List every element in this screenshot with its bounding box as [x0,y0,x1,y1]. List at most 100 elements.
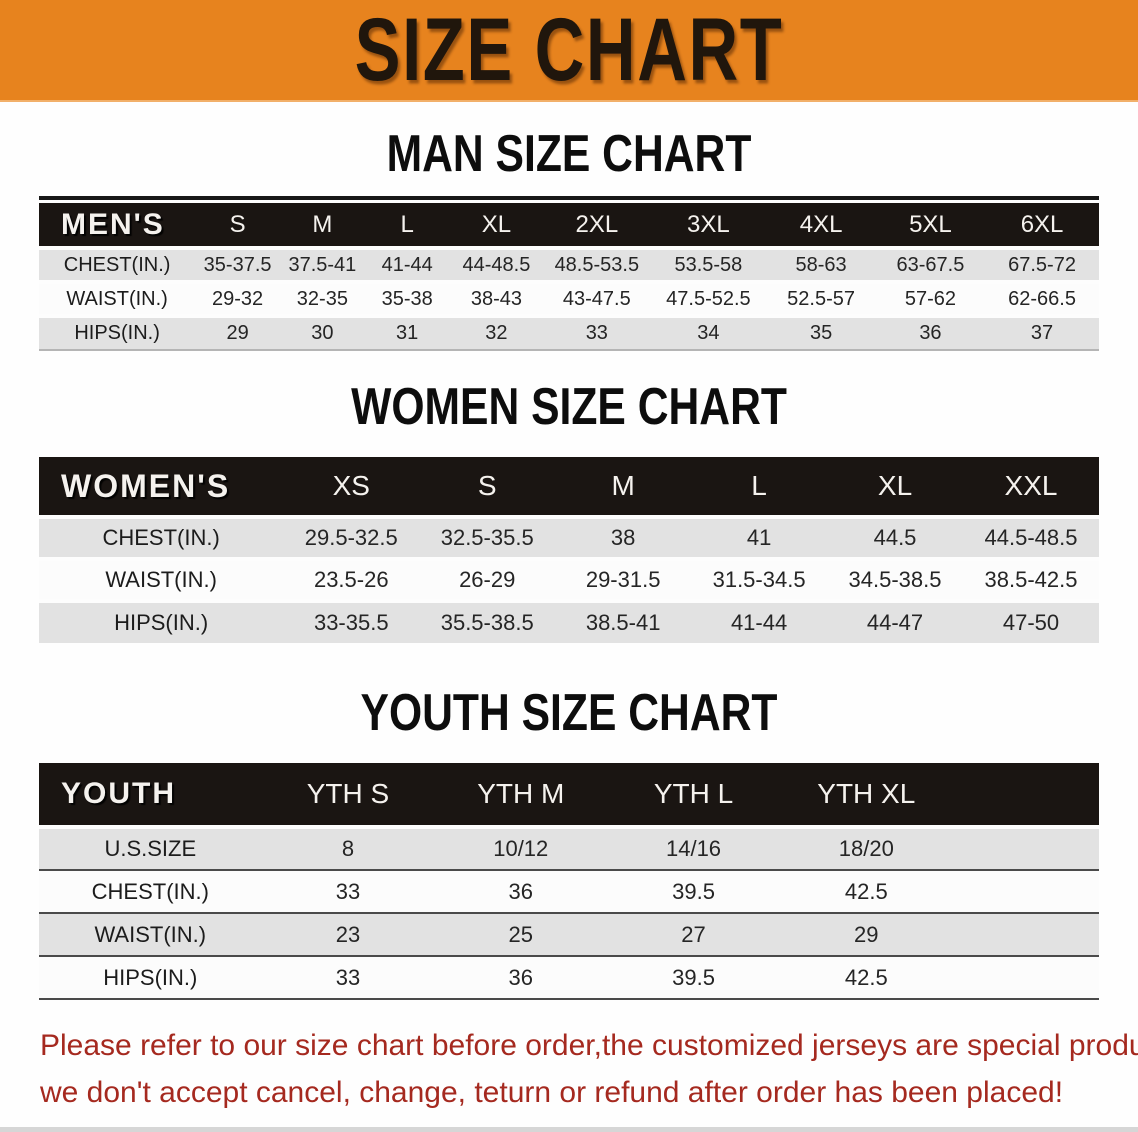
size-column-header: 4XL [799,210,843,238]
size-value-cell: 35 [809,322,833,344]
bottom-edge-strip [0,1127,1138,1132]
youth-size-table: YOUTH YTH S YTH M YTH L YTH XL U.S.SIZE 8 10/12… [39,763,1099,1000]
measurement-row-label: HIPS(IN.) [103,964,198,990]
size-value-cell: 43-47.5 [562,287,631,310]
size-value-cell: 39.5 [672,878,715,904]
size-column-header: XS [332,470,370,501]
size-value-cell: 48.5-53.5 [554,253,640,276]
size-value-cell: 41 [746,525,772,550]
size-value-cell: 41-44 [381,253,433,276]
table-header-row: YOUTH YTH S YTH M YTH L YTH XL [39,763,1099,827]
footer-note-line2: we don't accept cancel, change, teturn o… [40,1076,1064,1109]
table-row: HIPS(IN.) 33-35.5 35.5-38.5 38.5-41 41-44 44-… [39,601,1099,643]
size-value-cell: 37 [1030,322,1054,344]
women-size-chart-heading: WOMEN SIZE CHART [351,378,787,436]
spacer-cell [953,763,1099,827]
size-value-cell: 33-35.5 [313,610,389,635]
size-column-header: XXL [1004,470,1058,501]
size-column-header: S [229,210,246,238]
size-column-header: YTH M [477,778,565,809]
size-column-header: L [400,210,414,238]
measurement-row-label: HIPS(IN.) [114,610,209,635]
size-value-cell: 29 [854,921,879,947]
spacer-cell [953,870,1099,913]
measurement-row-label: WAIST(IN.) [94,921,207,947]
spacer-cell [953,827,1099,870]
size-value-cell: 38-43 [470,287,522,310]
spacer-cell [953,956,1099,999]
size-value-cell: 33 [585,322,608,344]
size-column-header: L [751,470,767,501]
size-value-cell: 23 [335,921,361,947]
size-value-cell: 32-35 [296,287,348,310]
size-value-cell: 38.5-41 [585,610,661,635]
size-value-cell: 35-37.5 [203,253,272,276]
size-value-cell: 10/12 [493,836,549,861]
size-value-cell: 52.5-57 [787,287,856,310]
size-column-header: 3XL [687,210,730,238]
size-value-cell: 62-66.5 [1008,287,1076,310]
table-row: HIPS(IN.) 29 30 31 32 33 34 35 36 37 [39,316,1099,350]
measurement-row-label: U.S.SIZE [104,836,197,861]
size-column-header: XL [481,210,512,238]
size-value-cell: 33 [335,878,361,904]
table-group-label: MEN'S [61,207,165,241]
size-value-cell: 38.5-42.5 [984,567,1078,592]
size-column-header: M [312,210,333,238]
size-value-cell: 44.5-48.5 [984,525,1078,550]
table-row: CHEST(IN.) 29.5-32.5 32.5-35.5 38 41 44.5 44.5… [39,517,1099,559]
table-row: WAIST(IN.) 23.5-26 26-29 29-31.5 31.5-34.5 34… [39,559,1099,601]
size-value-cell: 57-62 [904,287,957,310]
size-value-cell: 47-50 [1002,610,1060,635]
size-value-cell: 42.5 [844,964,888,990]
man-size-chart-heading: MAN SIZE CHART [386,125,752,183]
size-value-cell: 29 [226,322,249,344]
footer-note: Please refer to our size chart before or… [40,1022,1138,1116]
table-row: U.S.SIZE 8 10/12 14/16 18/20 [39,827,1099,870]
youth-size-chart-heading: YOUTH SIZE CHART [360,684,778,742]
measurement-row-label: CHEST(IN.) [102,525,220,550]
spacer-cell [953,913,1099,956]
size-value-cell: 27 [681,921,706,947]
measurement-row-label: CHEST(IN.) [91,878,209,904]
table-header-row: WOMEN'S XS S M L XL XXL [39,457,1099,517]
size-value-cell: 29-31.5 [585,567,661,592]
table-header-row: MEN'S S M L XL 2XL 3XL 4XL 5XL 6XL [39,203,1099,248]
size-value-cell: 29-32 [212,287,264,310]
size-value-cell: 36 [508,878,533,904]
size-column-header: YTH S [306,778,390,809]
size-column-header: S [477,470,497,501]
size-value-cell: 31 [396,322,419,344]
size-value-cell: 47.5-52.5 [666,287,751,310]
size-value-cell: 33 [335,964,361,990]
size-column-header: 6XL [1020,210,1064,238]
size-value-cell: 34 [697,322,720,344]
size-value-cell: 44.5 [873,525,917,550]
size-value-cell: 44-48.5 [462,253,531,276]
women-size-table: WOMEN'S XS S M L XL XXL CHEST(IN.) 29.5-32.5 32.5… [39,457,1099,643]
size-value-cell: 53.5-58 [674,253,743,276]
size-column-header: M [611,470,635,501]
size-value-cell: 39.5 [672,964,715,990]
size-value-cell: 14/16 [665,836,722,861]
size-chart-banner: SIZE CHART [0,0,1138,102]
measurement-row-label: HIPS(IN.) [74,322,160,344]
size-column-header: YTH L [653,778,734,809]
size-value-cell: 23.5-26 [313,567,389,592]
size-value-cell: 8 [341,836,355,861]
men-size-table: MEN'S S M L XL 2XL 3XL 4XL 5XL 6XL CHEST(IN.) 35-37… [39,203,1099,351]
size-value-cell: 30 [311,322,334,344]
size-value-cell: 37.5-41 [288,253,357,276]
size-value-cell: 32.5-35.5 [440,525,534,550]
size-value-cell: 35.5-38.5 [440,610,534,635]
size-value-cell: 67.5-72 [1008,253,1076,276]
size-value-cell: 29.5-32.5 [304,525,398,550]
table-row: CHEST(IN.) 35-37.5 37.5-41 41-44 44-48.5 48.5… [39,248,1099,282]
table-group-label: WOMEN'S [61,467,231,504]
size-column-header: 2XL [575,210,619,238]
table-row: WAIST(IN.) 29-32 32-35 35-38 38-43 43-47.5 47.… [39,282,1099,316]
size-value-cell: 58-63 [795,253,847,276]
size-value-cell: 42.5 [844,878,888,904]
men-table-top-rule [39,196,1099,200]
